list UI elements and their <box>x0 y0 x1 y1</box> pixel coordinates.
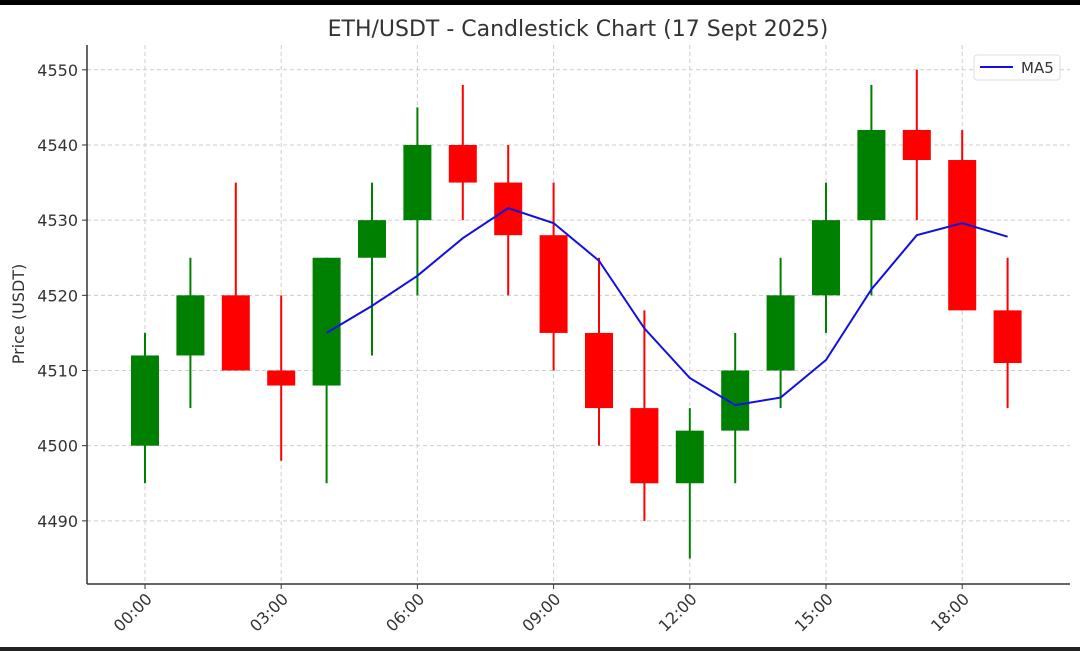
x-tick-label: 00:00 <box>110 589 156 635</box>
x-tick-label: 15:00 <box>791 589 837 635</box>
x-tick-label: 03:00 <box>246 589 292 635</box>
candle-body-up <box>358 220 386 258</box>
candle-body-up <box>312 257 341 386</box>
ma5-line <box>326 207 1008 407</box>
candle-body-down <box>585 332 613 409</box>
y-tick-label: 4510 <box>37 362 78 381</box>
candle-body-up <box>857 129 886 221</box>
x-tick-label: 06:00 <box>382 589 428 635</box>
candle-body-down <box>993 310 1022 363</box>
y-axis-label: Price (USDT) <box>9 264 28 365</box>
y-tick-label: 4540 <box>37 136 78 155</box>
candle-body-down <box>267 370 296 386</box>
candle-body-down <box>221 295 250 371</box>
x-tick-label: 18:00 <box>927 589 973 635</box>
y-tick-label: 4520 <box>37 286 78 305</box>
chart-title: ETH/USDT - Candlestick Chart (17 Sept 20… <box>328 17 829 42</box>
candle-body-up <box>131 355 159 446</box>
candle-body-down <box>539 235 568 333</box>
candle-body-down <box>902 129 931 161</box>
legend-ma5-label: MA5 <box>1021 59 1054 77</box>
candle-body-up <box>812 220 840 296</box>
y-tick-label: 4490 <box>37 512 78 531</box>
candle-body-down <box>448 144 477 183</box>
candle-body-down <box>630 408 659 484</box>
y-tick-label: 4530 <box>37 211 78 230</box>
candle-body-up <box>403 144 432 221</box>
x-tick-label: 09:00 <box>518 589 564 635</box>
candle-body-up <box>176 295 205 356</box>
x-tick-label: 12:00 <box>655 589 701 635</box>
bottom-bar <box>0 647 1080 651</box>
top-bar <box>0 0 1080 5</box>
y-tick-label: 4550 <box>37 61 78 80</box>
legend: MA5 <box>973 54 1061 81</box>
legend-box <box>973 54 1061 81</box>
candle-body-down <box>948 160 977 311</box>
candle-body-up <box>766 295 795 371</box>
candle-body-up <box>721 370 750 431</box>
candle-body-up <box>675 430 704 484</box>
y-tick-label: 4500 <box>37 437 78 456</box>
